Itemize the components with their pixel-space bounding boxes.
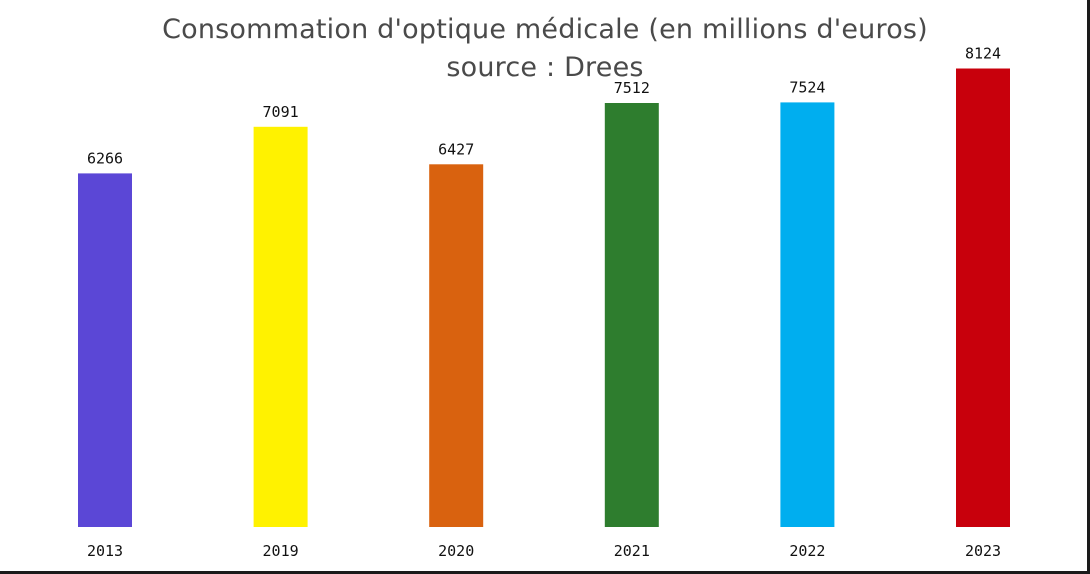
data-label-2020: 6427	[438, 140, 474, 158]
data-label-2013: 6266	[87, 149, 123, 167]
bar-2021	[604, 103, 659, 527]
bar-2020	[429, 164, 484, 528]
data-label-2023: 8124	[965, 45, 1001, 63]
bar-2013	[78, 173, 132, 527]
chart-title: Consommation d'optique médicale (en mill…	[162, 14, 928, 45]
bar-2023	[956, 68, 1010, 527]
data-label-2019: 7091	[263, 103, 299, 121]
data-label-2022: 7524	[789, 78, 825, 96]
x-tick-label-2021: 2021	[614, 542, 650, 560]
x-tick-label-2022: 2022	[789, 542, 825, 560]
x-tick-label-2023: 2023	[965, 542, 1001, 560]
bar-2022	[780, 102, 835, 528]
x-tick-label-2019: 2019	[263, 542, 299, 560]
chart-subtitle: source : Drees	[446, 52, 644, 83]
x-tick-label-2013: 2013	[87, 542, 123, 560]
bar-2019	[253, 126, 308, 528]
data-label-2021: 7512	[614, 79, 650, 97]
x-tick-label-2020: 2020	[438, 542, 474, 560]
